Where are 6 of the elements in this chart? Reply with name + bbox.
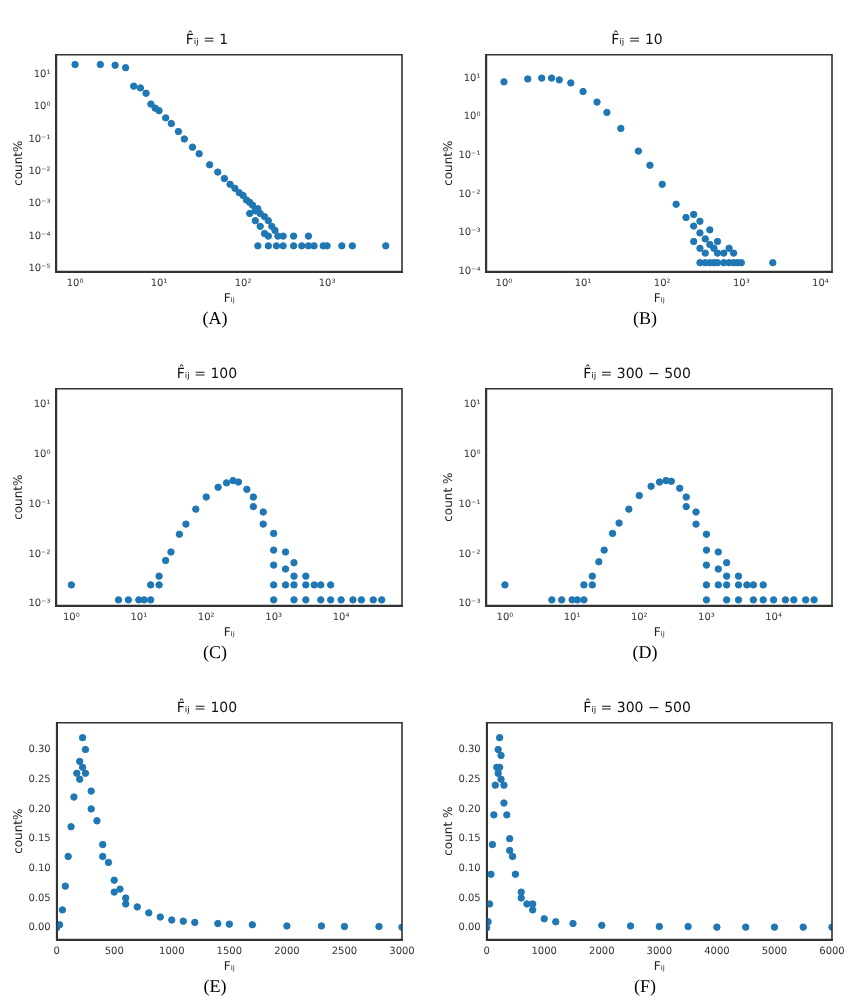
text: (B): [633, 306, 657, 330]
text: (C): [203, 640, 227, 664]
text: (D): [632, 640, 658, 664]
text: (E): [203, 974, 227, 998]
text: (F): [634, 974, 656, 998]
text: (A): [202, 306, 228, 330]
